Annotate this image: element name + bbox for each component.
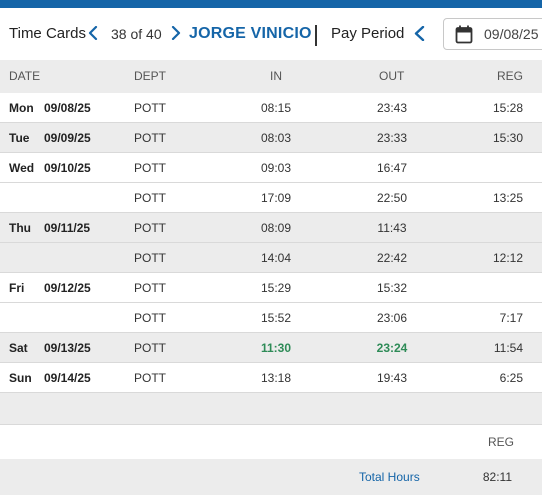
row-reg-hours: 7:17 xyxy=(499,311,523,325)
table-row[interactable]: POTT 17:09 22:50 13:25 xyxy=(0,183,542,213)
calendar-icon xyxy=(455,25,473,44)
row-day: Wed xyxy=(9,161,35,175)
row-out-time[interactable]: 22:50 xyxy=(376,191,408,205)
row-date: 09/12/25 xyxy=(44,281,91,295)
row-in-time[interactable]: 14:04 xyxy=(260,251,292,265)
header: Time Cards 38 of 40 JORGE VINICIO Pay Pe… xyxy=(0,8,542,60)
row-out-time[interactable]: 23:33 xyxy=(376,131,408,145)
pay-period-date: 09/08/25 xyxy=(484,26,539,42)
header-divider xyxy=(315,25,317,46)
row-day: Sat xyxy=(9,341,28,355)
chevron-left-icon xyxy=(88,26,98,40)
row-reg-hours: 13:25 xyxy=(492,191,523,205)
row-dept: POTT xyxy=(134,371,166,385)
column-header-in: IN xyxy=(270,69,282,83)
table-row[interactable]: POTT 15:52 23:06 7:17 xyxy=(0,303,542,333)
row-in-time[interactable]: 17:09 xyxy=(260,191,292,205)
table-row[interactable]: Tue 09/09/25 POTT 08:03 23:33 15:30 xyxy=(0,123,542,153)
table-row[interactable]: Mon 09/08/25 POTT 08:15 23:43 15:28 xyxy=(0,93,542,123)
row-dept: POTT xyxy=(134,221,166,235)
column-header-row: DATE DEPT IN OUT REG xyxy=(0,60,542,93)
row-dept: POTT xyxy=(134,251,166,265)
row-reg-hours: 11:54 xyxy=(493,341,523,355)
row-out-time[interactable]: 23:43 xyxy=(376,101,408,115)
row-dept: POTT xyxy=(134,341,166,355)
row-in-time[interactable]: 08:15 xyxy=(260,101,292,115)
row-dept: POTT xyxy=(134,101,166,115)
row-date: 09/08/25 xyxy=(44,101,91,115)
summary-header: REG xyxy=(0,424,542,459)
chevron-right-icon xyxy=(171,26,181,40)
column-header-dept: DEPT xyxy=(134,69,167,83)
row-in-time[interactable]: 11:30 xyxy=(260,341,292,355)
top-accent-bar xyxy=(0,0,542,8)
row-reg-hours: 15:30 xyxy=(492,131,523,145)
row-in-time[interactable]: 15:52 xyxy=(260,311,292,325)
row-in-time[interactable]: 15:29 xyxy=(260,281,292,295)
row-dept: POTT xyxy=(134,191,166,205)
table-row[interactable]: Sun 09/14/25 POTT 13:18 19:43 6:25 xyxy=(0,363,542,393)
previous-employee-button[interactable] xyxy=(88,8,104,60)
row-reg-hours: 15:28 xyxy=(492,101,523,115)
row-date: 09/11/25 xyxy=(44,221,91,235)
pay-period-label: Pay Period xyxy=(331,25,405,42)
time-card-table: Mon 09/08/25 POTT 08:15 23:43 15:28 Tue … xyxy=(0,93,542,393)
empty-row xyxy=(0,393,542,424)
row-out-time[interactable]: 23:24 xyxy=(376,341,408,355)
summary-reg-header: REG xyxy=(488,435,515,449)
row-out-time[interactable]: 23:06 xyxy=(376,311,408,325)
row-out-time[interactable]: 15:32 xyxy=(376,281,408,295)
row-dept: POTT xyxy=(134,311,166,325)
column-header-date: DATE xyxy=(9,69,41,83)
row-out-time[interactable]: 22:42 xyxy=(376,251,408,265)
row-day: Fri xyxy=(9,281,25,295)
total-hours-label: Total Hours xyxy=(359,470,420,484)
row-out-time[interactable]: 16:47 xyxy=(376,161,408,175)
row-date: 09/14/25 xyxy=(44,371,91,385)
row-dept: POTT xyxy=(134,131,166,145)
employee-name-link[interactable]: JORGE VINICIO xyxy=(189,25,312,42)
row-in-time[interactable]: 13:18 xyxy=(260,371,292,385)
table-row[interactable]: Thu 09/11/25 POTT 08:09 11:43 xyxy=(0,213,542,243)
table-row[interactable]: Sat 09/13/25 POTT 11:30 23:24 11:54 xyxy=(0,333,542,363)
row-date: 09/10/25 xyxy=(44,161,91,175)
row-in-time[interactable]: 08:03 xyxy=(260,131,292,145)
total-hours-value: 82:11 xyxy=(482,470,512,484)
row-day: Mon xyxy=(9,101,34,115)
chevron-left-icon xyxy=(414,26,425,41)
table-row[interactable]: POTT 14:04 22:42 12:12 xyxy=(0,243,542,273)
row-out-time[interactable]: 11:43 xyxy=(377,221,407,235)
row-day: Sun xyxy=(9,371,32,385)
column-header-reg: REG xyxy=(497,69,524,83)
row-out-time[interactable]: 19:43 xyxy=(376,371,408,385)
row-date: 09/13/25 xyxy=(44,341,91,355)
record-counter: 38 of 40 xyxy=(111,26,162,42)
page-title: Time Cards xyxy=(9,25,86,42)
column-header-out: OUT xyxy=(379,69,405,83)
table-row[interactable]: Fri 09/12/25 POTT 15:29 15:32 xyxy=(0,273,542,303)
row-in-time[interactable]: 09:03 xyxy=(260,161,292,175)
row-day: Tue xyxy=(9,131,30,145)
row-date: 09/09/25 xyxy=(44,131,91,145)
row-dept: POTT xyxy=(134,161,166,175)
pay-period-date-picker[interactable]: 09/08/25 xyxy=(443,18,542,50)
next-employee-button[interactable] xyxy=(171,8,187,60)
row-reg-hours: 6:25 xyxy=(499,371,523,385)
row-dept: POTT xyxy=(134,281,166,295)
table-row[interactable]: Wed 09/10/25 POTT 09:03 16:47 xyxy=(0,153,542,183)
row-reg-hours: 12:12 xyxy=(492,251,523,265)
previous-pay-period-button[interactable] xyxy=(414,8,430,60)
row-in-time[interactable]: 08:09 xyxy=(260,221,292,235)
row-day: Thu xyxy=(9,221,31,235)
total-hours-row: Total Hours 82:11 xyxy=(0,459,542,495)
